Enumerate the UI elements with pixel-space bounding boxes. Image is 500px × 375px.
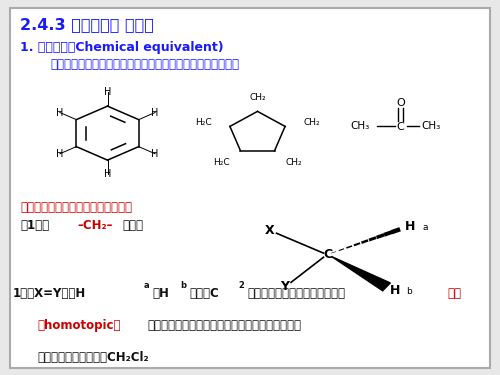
- Text: 化学等价的氢有等位氢和对映氢两种: 化学等价的氢有等位氢和对映氢两种: [20, 201, 132, 214]
- Text: O: O: [396, 98, 405, 108]
- Text: b: b: [180, 281, 186, 290]
- Text: 氢，具有相同的化学位移，无论在何种溶剂中，共: 氢，具有相同的化学位移，无论在何种溶剂中，共: [148, 319, 302, 332]
- Text: 可通过C: 可通过C: [189, 287, 219, 300]
- Text: a: a: [144, 281, 149, 290]
- Text: X: X: [265, 224, 275, 237]
- Text: CH₃: CH₃: [422, 121, 441, 131]
- Text: H₂C: H₂C: [195, 117, 212, 126]
- Text: CH₂: CH₂: [249, 93, 266, 102]
- Text: 为例：: 为例：: [122, 219, 144, 232]
- Text: H: H: [405, 220, 415, 233]
- Text: C: C: [396, 123, 404, 132]
- Text: 等位: 等位: [447, 287, 461, 300]
- Text: H: H: [390, 284, 400, 297]
- Text: H: H: [56, 149, 64, 159]
- Polygon shape: [332, 256, 390, 291]
- Text: H: H: [104, 87, 111, 97]
- Text: （homotopic）: （homotopic）: [38, 319, 121, 332]
- Text: CH₂: CH₂: [286, 158, 302, 167]
- Text: Y: Y: [280, 280, 289, 293]
- Text: H: H: [104, 170, 111, 179]
- Text: a: a: [422, 224, 428, 232]
- Text: H₂C: H₂C: [212, 158, 230, 167]
- Text: 和H: 和H: [152, 287, 170, 300]
- Text: C: C: [323, 249, 332, 261]
- Text: 2: 2: [238, 281, 244, 290]
- Text: 1）当X=Y时，H: 1）当X=Y时，H: [12, 287, 86, 300]
- Text: CH₃: CH₃: [351, 121, 370, 131]
- Text: 分子中的两相同原子（或两相同基团）处于相同的化学环境。: 分子中的两相同原子（或两相同基团）处于相同的化学环境。: [50, 58, 239, 71]
- Text: 旋转操作可互换，这两个氢称为: 旋转操作可互换，这两个氢称为: [247, 287, 345, 300]
- Text: CH₂: CH₂: [303, 117, 320, 126]
- Text: H: H: [152, 149, 159, 159]
- Text: H: H: [152, 108, 159, 117]
- Text: （1）以: （1）以: [20, 219, 49, 232]
- Text: b: b: [406, 286, 412, 296]
- Text: –CH₂–: –CH₂–: [78, 219, 113, 232]
- Text: 振频率都相同。例如：CH₂Cl₂: 振频率都相同。例如：CH₂Cl₂: [38, 351, 149, 364]
- Text: 2.4.3 化学等价和 磁等价: 2.4.3 化学等价和 磁等价: [20, 17, 154, 32]
- Text: H: H: [56, 108, 64, 117]
- Text: 1. 化学等价（Chemical equivalent): 1. 化学等价（Chemical equivalent): [20, 41, 224, 54]
